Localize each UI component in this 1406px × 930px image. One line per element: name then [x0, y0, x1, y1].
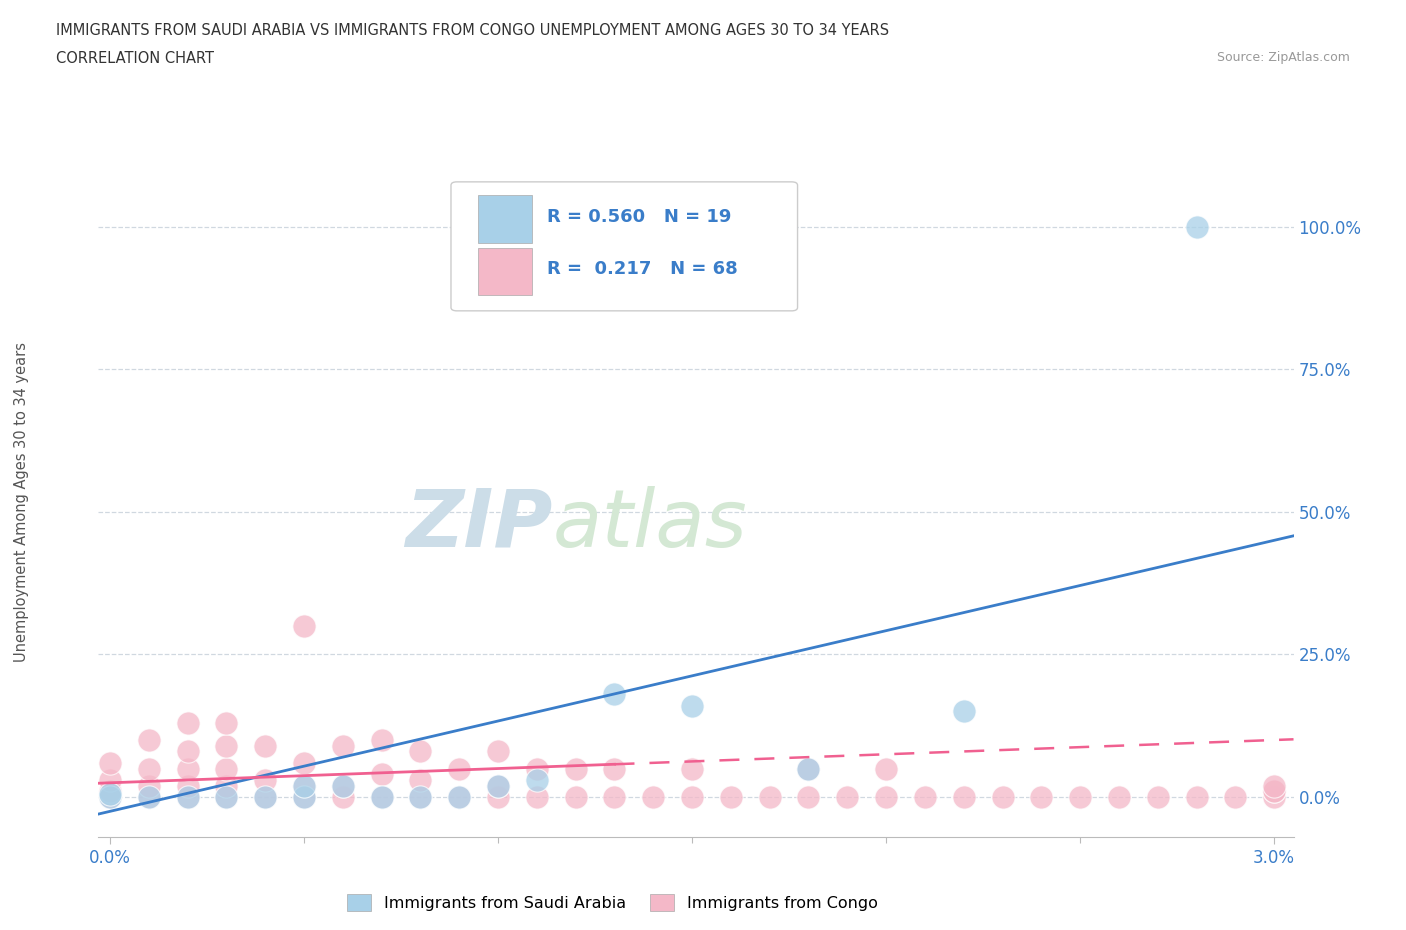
Point — [409, 773, 432, 788]
Point — [952, 790, 974, 804]
Point — [332, 738, 354, 753]
Point — [138, 761, 160, 776]
Text: atlas: atlas — [553, 485, 748, 564]
Point — [681, 790, 703, 804]
Point — [292, 790, 315, 804]
Point — [1263, 778, 1285, 793]
Point — [138, 790, 160, 804]
Text: Unemployment Among Ages 30 to 34 years: Unemployment Among Ages 30 to 34 years — [14, 342, 28, 662]
Point — [1263, 790, 1285, 804]
Point — [409, 790, 432, 804]
Point — [486, 778, 509, 793]
Point — [797, 790, 820, 804]
Point — [332, 790, 354, 804]
Point — [98, 773, 121, 788]
Point — [603, 790, 626, 804]
Point — [176, 761, 198, 776]
Point — [370, 790, 392, 804]
Point — [292, 618, 315, 633]
Point — [797, 761, 820, 776]
Point — [292, 755, 315, 770]
Point — [292, 790, 315, 804]
Point — [1069, 790, 1091, 804]
Point — [1146, 790, 1168, 804]
Point — [254, 773, 277, 788]
Point — [758, 790, 780, 804]
Point — [332, 778, 354, 793]
Text: ZIP: ZIP — [405, 485, 553, 564]
Point — [215, 790, 238, 804]
Point — [1185, 219, 1208, 234]
Point — [526, 790, 548, 804]
Point — [643, 790, 665, 804]
Point — [486, 790, 509, 804]
Point — [176, 790, 198, 804]
Point — [603, 761, 626, 776]
Point — [837, 790, 859, 804]
Point — [215, 790, 238, 804]
Point — [215, 778, 238, 793]
Point — [681, 761, 703, 776]
Point — [603, 687, 626, 702]
Point — [409, 744, 432, 759]
Point — [138, 778, 160, 793]
Point — [1031, 790, 1053, 804]
Point — [564, 761, 586, 776]
Point — [254, 738, 277, 753]
Point — [952, 704, 974, 719]
Point — [176, 778, 198, 793]
Point — [1108, 790, 1130, 804]
Legend: Immigrants from Saudi Arabia, Immigrants from Congo: Immigrants from Saudi Arabia, Immigrants… — [340, 888, 884, 917]
Point — [681, 698, 703, 713]
Point — [1263, 784, 1285, 799]
Text: IMMIGRANTS FROM SAUDI ARABIA VS IMMIGRANTS FROM CONGO UNEMPLOYMENT AMONG AGES 30: IMMIGRANTS FROM SAUDI ARABIA VS IMMIGRAN… — [56, 23, 890, 38]
Point — [98, 784, 121, 799]
Point — [875, 761, 897, 776]
Point — [449, 790, 471, 804]
Point — [292, 778, 315, 793]
Point — [98, 755, 121, 770]
Point — [138, 790, 160, 804]
Point — [370, 767, 392, 782]
Point — [254, 790, 277, 804]
Point — [215, 761, 238, 776]
Point — [991, 790, 1014, 804]
Point — [720, 790, 742, 804]
Point — [292, 778, 315, 793]
Point — [254, 790, 277, 804]
Point — [1225, 790, 1247, 804]
Point — [98, 790, 121, 804]
FancyBboxPatch shape — [478, 195, 533, 243]
Point — [526, 761, 548, 776]
Text: R = 0.560   N = 19: R = 0.560 N = 19 — [547, 208, 731, 226]
Point — [215, 715, 238, 730]
Point — [526, 773, 548, 788]
Point — [215, 738, 238, 753]
FancyBboxPatch shape — [478, 247, 533, 295]
Point — [1185, 790, 1208, 804]
Point — [914, 790, 936, 804]
Point — [176, 790, 198, 804]
Point — [138, 733, 160, 748]
Point — [564, 790, 586, 804]
Point — [486, 778, 509, 793]
Point — [98, 790, 121, 804]
Text: Source: ZipAtlas.com: Source: ZipAtlas.com — [1216, 51, 1350, 64]
Point — [1263, 784, 1285, 799]
Point — [332, 778, 354, 793]
Point — [449, 790, 471, 804]
Point — [370, 790, 392, 804]
Text: CORRELATION CHART: CORRELATION CHART — [56, 51, 214, 66]
Point — [486, 744, 509, 759]
Point — [176, 715, 198, 730]
Point — [449, 761, 471, 776]
Point — [409, 790, 432, 804]
Point — [98, 787, 121, 802]
Point — [176, 744, 198, 759]
Text: R =  0.217   N = 68: R = 0.217 N = 68 — [547, 259, 737, 278]
Point — [797, 761, 820, 776]
FancyBboxPatch shape — [451, 182, 797, 311]
Point — [370, 733, 392, 748]
Point — [875, 790, 897, 804]
